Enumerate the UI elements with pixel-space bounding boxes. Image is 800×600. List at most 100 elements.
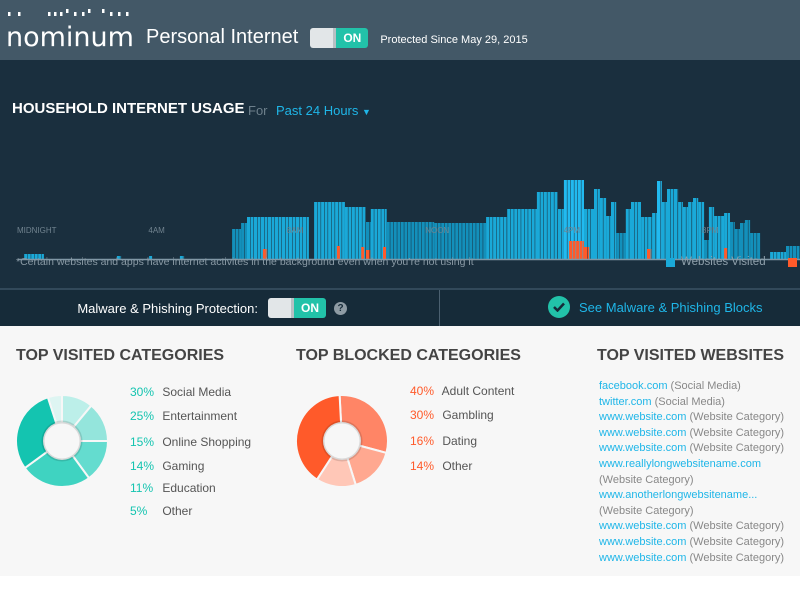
bar-visited [730, 222, 733, 259]
bar-visited [328, 202, 332, 259]
bar-visited [257, 217, 261, 259]
range-dropdown[interactable]: Past 24 Hours ▼ [276, 103, 371, 118]
category-label: Online Shopping [162, 435, 252, 449]
bar-visited [547, 192, 551, 259]
visited-category-3: 14% Gaming [130, 459, 204, 473]
bar-blocked [361, 247, 365, 259]
category-label: Adult Content [441, 384, 515, 398]
bar-visited [707, 240, 709, 259]
bar-blocked [576, 241, 580, 259]
usage-title: HOUSEHOLD INTERNET USAGE [12, 100, 245, 117]
bar-visited [693, 198, 696, 259]
bar-visited [432, 222, 435, 259]
bar-visited [358, 207, 362, 259]
website-item: www.website.com (Website Category) [599, 519, 797, 535]
chart-legend: Websites Visited [666, 256, 797, 268]
internet-toggle[interactable]: ON [310, 27, 369, 48]
help-icon[interactable]: ? [334, 301, 347, 315]
bar-visited [717, 216, 721, 259]
website-link[interactable]: www.website.com [599, 411, 687, 424]
website-link[interactable]: www.website.com [599, 442, 687, 455]
legend-swatch-blocked [787, 257, 797, 267]
toggle-state: ON [336, 27, 369, 48]
bar-visited [567, 180, 571, 259]
donut-hole [41, 420, 83, 462]
background-note: *Certain websites and apps have internet… [16, 256, 474, 268]
bar-visited [489, 217, 493, 259]
app-title: Personal Internet [146, 26, 299, 48]
bar-visited [738, 229, 740, 259]
bar-blocked [647, 249, 650, 259]
website-category: (Social Media) [670, 380, 741, 392]
bar-visited [369, 222, 371, 259]
range-for-label: For [248, 103, 268, 118]
bar-visited [400, 222, 404, 259]
bar-visited [651, 217, 653, 259]
bar-visited [421, 222, 425, 259]
bar-visited [317, 202, 321, 259]
bar-visited [796, 246, 800, 259]
bar-visited [623, 233, 626, 259]
bar-visited [268, 217, 271, 259]
bar-visited [714, 216, 718, 259]
bar-visited [314, 202, 318, 259]
bar-visited [465, 223, 469, 259]
bar-visited [743, 223, 745, 259]
bar-visited [362, 207, 366, 259]
bar-visited [740, 223, 743, 259]
bar-visited [667, 189, 670, 259]
bar-visited [434, 223, 438, 259]
bar-visited [517, 209, 521, 259]
bar-visited [27, 254, 31, 259]
bar-blocked [724, 248, 728, 259]
bar-visited [638, 202, 641, 259]
range-value: Past 24 Hours [276, 103, 359, 118]
malware-toggle[interactable]: ON [268, 298, 326, 318]
visited-category-5: 5% Other [130, 504, 192, 518]
website-link[interactable]: www.reallylongwebsitename.com [599, 457, 762, 470]
bar-visited [120, 256, 122, 259]
bar-visited [757, 233, 761, 259]
website-link[interactable]: twitter.com [599, 395, 652, 408]
bar-visited [496, 217, 500, 259]
x-tick-label: 4AM [148, 226, 165, 235]
bar-visited [472, 223, 476, 259]
bar-visited [670, 189, 674, 259]
toggle-state: ON [294, 298, 326, 318]
website-link[interactable]: facebook.com [599, 380, 668, 392]
bar-visited [448, 223, 452, 259]
category-label: Social Media [162, 385, 232, 399]
bar-visited [292, 217, 296, 259]
website-link[interactable]: www.website.com [599, 535, 687, 548]
bar-blocked [369, 250, 371, 259]
website-link[interactable]: www.anotherlongwebsitename... [599, 489, 758, 502]
bar-visited [696, 198, 699, 259]
website-link[interactable]: www.website.com [599, 426, 687, 439]
bar-visited [24, 254, 28, 259]
see-blocks-link[interactable]: See Malware & Phishing Blocks [548, 296, 763, 318]
bar-visited [641, 217, 645, 259]
app-header: nominum Personal Internet ON Protected S… [0, 0, 800, 60]
blocked-title: TOP BLOCKED CATEGORIES [296, 347, 521, 364]
bar-blocked [266, 249, 268, 259]
bar-visited [351, 207, 355, 259]
bar-visited [458, 223, 462, 259]
category-percent: 15% [130, 435, 155, 449]
bar-visited [411, 222, 415, 259]
bar-visited [342, 202, 345, 259]
bar-visited [441, 223, 445, 259]
bar-visited [244, 223, 247, 259]
bar-visited [561, 209, 564, 259]
usage-chart [18, 180, 800, 261]
bar-visited [661, 202, 665, 259]
website-link[interactable]: www.website.com [599, 520, 687, 533]
bar-visited [397, 222, 401, 259]
category-percent: 14% [130, 459, 155, 473]
website-link[interactable]: www.website.com [599, 551, 687, 564]
bar-visited [271, 217, 275, 259]
blocked-category-0: 40% Adult Content [410, 384, 514, 398]
bar-visited [239, 229, 242, 259]
bar-blocked [366, 250, 369, 259]
website-item: www.reallylongwebsitename.com (Website C… [599, 457, 797, 488]
bar-visited [493, 217, 497, 259]
